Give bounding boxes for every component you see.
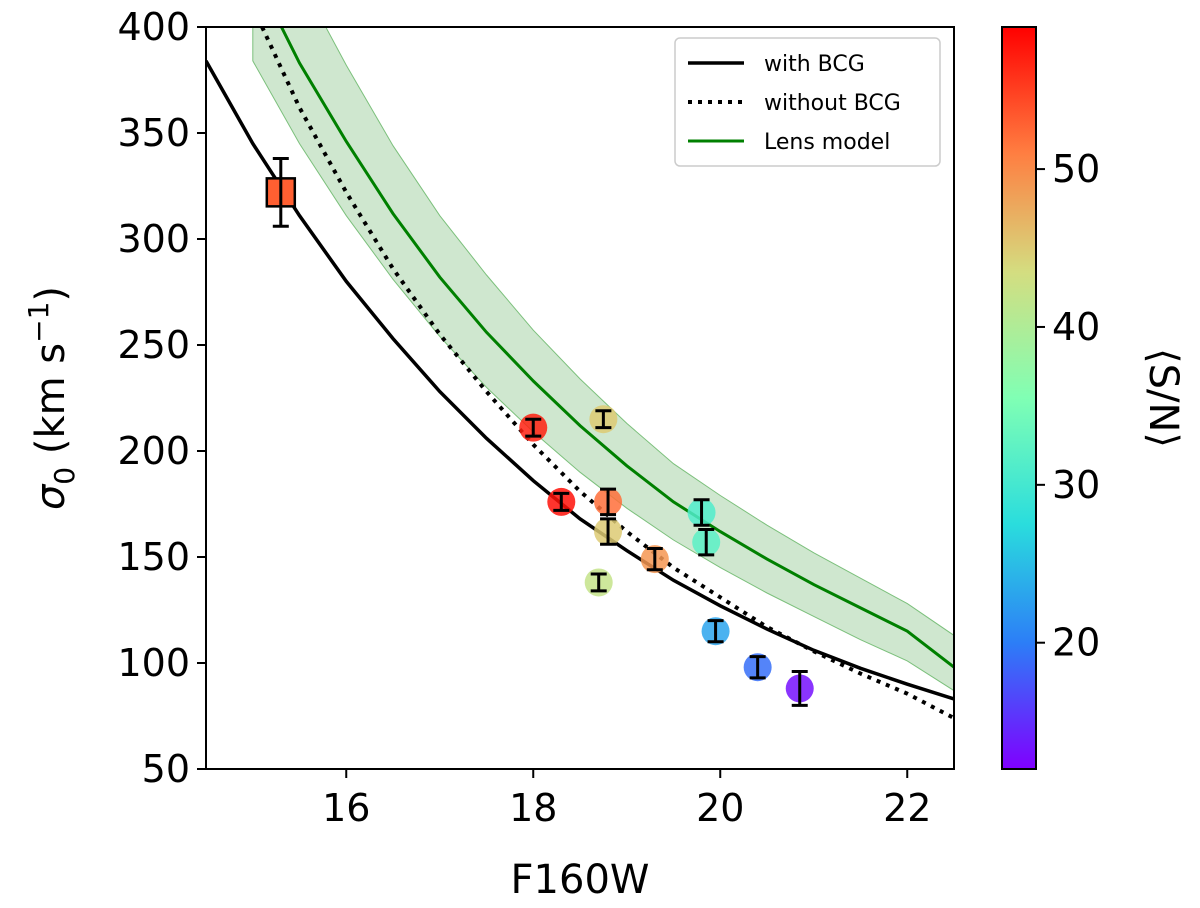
y-tick-label: 250 (117, 323, 190, 367)
data-point (265, 156, 297, 228)
data-point (785, 669, 814, 707)
y-tick-label: 400 (117, 5, 190, 49)
x-tick-label: 16 (322, 786, 370, 830)
colorbar-tick-label: 40 (1052, 305, 1100, 349)
legend-label-without-bcg: without BCG (764, 91, 901, 116)
colorbar: 20 30 40 50 ⟨S/N⟩ (1001, 26, 1186, 770)
y-axis-label: σ0 (km s−1) (22, 286, 81, 510)
x-tick-label: 22 (883, 786, 931, 830)
colorbar-tick-label: 20 (1052, 621, 1100, 665)
data-point (701, 617, 730, 646)
data-point (743, 653, 772, 682)
plot-area (206, 27, 954, 720)
x-tick-label: 18 (509, 786, 557, 830)
data-point (594, 517, 623, 546)
colorbar-gradient (1001, 26, 1037, 770)
curve-with-bcg (206, 60, 954, 701)
data-points (265, 156, 814, 707)
colorbar-tick-label: 50 (1052, 147, 1100, 191)
data-point (594, 487, 623, 517)
y-tick-label: 300 (117, 217, 190, 261)
colorbar-label: ⟨S/N⟩ (1140, 348, 1186, 448)
x-tick-label: 20 (696, 786, 744, 830)
curve-lens-model (279, 27, 954, 669)
colorbar-tick-label: 30 (1052, 463, 1100, 507)
plot-frame (205, 26, 955, 770)
x-axis: 16 18 20 22 (322, 769, 931, 830)
data-point (547, 487, 576, 516)
y-tick-label: 200 (117, 429, 190, 473)
legend-label-lens-model: Lens model (764, 130, 890, 155)
data-point (584, 568, 613, 597)
data-point (589, 405, 618, 434)
colorbar-ticks: 20 30 40 50 (1036, 147, 1100, 665)
data-point (640, 545, 669, 574)
legend-label-with-bcg: with BCG (764, 52, 865, 77)
legend: with BCG without BCG Lens model (674, 37, 941, 167)
data-point (519, 413, 548, 442)
y-tick-label: 50 (142, 747, 190, 791)
legend-box (674, 37, 941, 167)
y-tick-label: 150 (117, 535, 190, 579)
y-tick-label: 100 (117, 641, 190, 685)
data-point (687, 498, 716, 527)
curve-without-bcg (260, 27, 954, 720)
y-tick-label: 350 (117, 111, 190, 155)
y-axis: 50 100 150 200 250 300 350 400 (117, 5, 206, 791)
data-point (692, 527, 721, 557)
x-axis-label: F160W (511, 857, 650, 903)
